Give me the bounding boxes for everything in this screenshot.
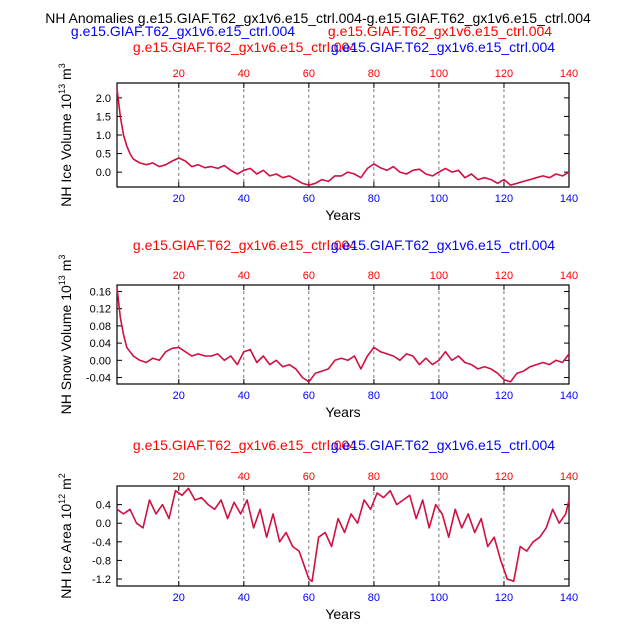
x-axis-label: Years xyxy=(325,404,360,420)
x-tick-label: 140 xyxy=(560,390,578,402)
case-label: g.e15.GIAF.T62_gx1v6.e15_ctrl.004 xyxy=(133,437,357,453)
x-tick-label: 80 xyxy=(368,193,380,205)
y-axis-label: NH Ice Volume 1013 m3 xyxy=(57,63,74,206)
control-label: g.e15.GIAF.T62_gx1v6.e15_ctrl.004 xyxy=(71,23,295,39)
series-line xyxy=(116,487,570,583)
x-tick-label: 100 xyxy=(430,592,448,604)
x-tick-label: 120 xyxy=(495,390,513,402)
x-tick-label: 40 xyxy=(238,592,250,604)
plot-frame xyxy=(116,82,570,188)
y-tick-label: 0.04 xyxy=(90,338,111,350)
x-tick-label: 80 xyxy=(368,390,380,402)
x-tick-label-top: 140 xyxy=(560,270,578,282)
plot-frame xyxy=(116,284,570,385)
chart-panel-2: 20 20 40 40 60 60 80 80 100 100 120 120 140 140 -0.04 0… xyxy=(57,237,578,420)
y-tick-label: -0.04 xyxy=(86,373,111,385)
x-tick-label-top: 120 xyxy=(495,270,513,282)
chart-panel-1: 20 20 40 40 60 60 80 80 100 100 120 120 140 140 0.0 0.5… xyxy=(57,23,578,223)
x-tick-label: 140 xyxy=(560,193,578,205)
x-tick-label-top: 80 xyxy=(368,68,380,80)
x-tick-label: 60 xyxy=(303,193,315,205)
y-tick-label: 2.0 xyxy=(96,93,111,105)
x-tick-label: 60 xyxy=(303,592,315,604)
x-tick-label-top: 20 xyxy=(173,68,185,80)
x-tick-label-top: 60 xyxy=(303,471,315,483)
x-tick-label-top: 60 xyxy=(303,270,315,282)
x-tick-label-top: 140 xyxy=(560,471,578,483)
y-tick-label: 0.00 xyxy=(90,355,111,367)
x-tick-label: 40 xyxy=(238,193,250,205)
x-tick-label-top: 100 xyxy=(430,471,448,483)
y-tick-label: 1.5 xyxy=(96,111,111,123)
y-tick-label: -0.8 xyxy=(92,555,111,567)
case-label: g.e15.GIAF.T62_gx1v6.e15_ctrl.004 xyxy=(133,39,357,55)
x-tick-label-top: 60 xyxy=(303,68,315,80)
x-tick-label-top: 120 xyxy=(495,68,513,80)
y-tick-label: -1.2 xyxy=(92,574,111,586)
y-tick-label: 0.12 xyxy=(90,304,111,316)
x-tick-label: 80 xyxy=(368,592,380,604)
x-tick-label: 20 xyxy=(173,193,185,205)
x-axis-label: Years xyxy=(325,207,360,223)
y-tick-label: 0.08 xyxy=(90,321,111,333)
x-tick-label: 20 xyxy=(173,592,185,604)
x-tick-label: 120 xyxy=(495,193,513,205)
series-line xyxy=(116,88,570,186)
x-tick-label-top: 140 xyxy=(560,68,578,80)
series-line xyxy=(116,287,570,383)
y-tick-label: 0.0 xyxy=(96,167,111,179)
x-tick-label-top: 80 xyxy=(368,471,380,483)
control-label: g.e15.GIAF.T62_gx1v6.e15_ctrl.004 xyxy=(331,437,555,453)
x-tick-label: 100 xyxy=(430,193,448,205)
x-tick-label: 40 xyxy=(238,390,250,402)
x-tick-label: 140 xyxy=(560,592,578,604)
x-tick-label-top: 40 xyxy=(238,68,250,80)
y-tick-label: 0.4 xyxy=(96,500,111,512)
case-label-secondary: g.e15.GIAF.T62_gx1v6.e15_ctrl.004 xyxy=(328,23,552,39)
chart-panel-3: 20 20 40 40 60 60 80 80 100 100 120 120 140 140 -1.2 -0… xyxy=(57,437,578,622)
x-tick-label-top: 80 xyxy=(368,270,380,282)
x-axis-label: Years xyxy=(325,606,360,622)
y-tick-label: 0.0 xyxy=(96,518,111,530)
y-tick-label: -0.4 xyxy=(92,537,111,549)
x-tick-label-top: 20 xyxy=(173,471,185,483)
control-label-secondary: g.e15.GIAF.T62_gx1v6.e15_ctrl.004 xyxy=(331,39,555,55)
x-tick-label: 120 xyxy=(495,592,513,604)
y-tick-label: 1.0 xyxy=(96,130,111,142)
y-tick-label: 0.5 xyxy=(96,149,111,161)
x-tick-label-top: 40 xyxy=(238,270,250,282)
x-tick-label-top: 120 xyxy=(495,471,513,483)
x-tick-label-top: 100 xyxy=(430,68,448,80)
case-label: g.e15.GIAF.T62_gx1v6.e15_ctrl.004 xyxy=(133,237,357,253)
panels: 20 20 40 40 60 60 80 80 100 100 120 120 140 140 0.0 0.5… xyxy=(57,23,578,622)
x-tick-label: 20 xyxy=(173,390,185,402)
x-tick-label-top: 20 xyxy=(173,270,185,282)
x-tick-label-top: 100 xyxy=(430,270,448,282)
x-tick-label: 100 xyxy=(430,390,448,402)
x-tick-label-top: 40 xyxy=(238,471,250,483)
y-axis-label: NH Ice Area 1012 m2 xyxy=(57,473,74,599)
control-label: g.e15.GIAF.T62_gx1v6.e15_ctrl.004 xyxy=(331,237,555,253)
y-tick-label: 0.16 xyxy=(90,286,111,298)
plot-frame xyxy=(116,485,570,587)
y-axis-label: NH Snow Volume 1013 m3 xyxy=(57,255,74,415)
figure-title: NH Anomalies g.e15.GIAF.T62_gx1v6.e15_ct… xyxy=(45,10,591,26)
x-tick-label: 60 xyxy=(303,390,315,402)
